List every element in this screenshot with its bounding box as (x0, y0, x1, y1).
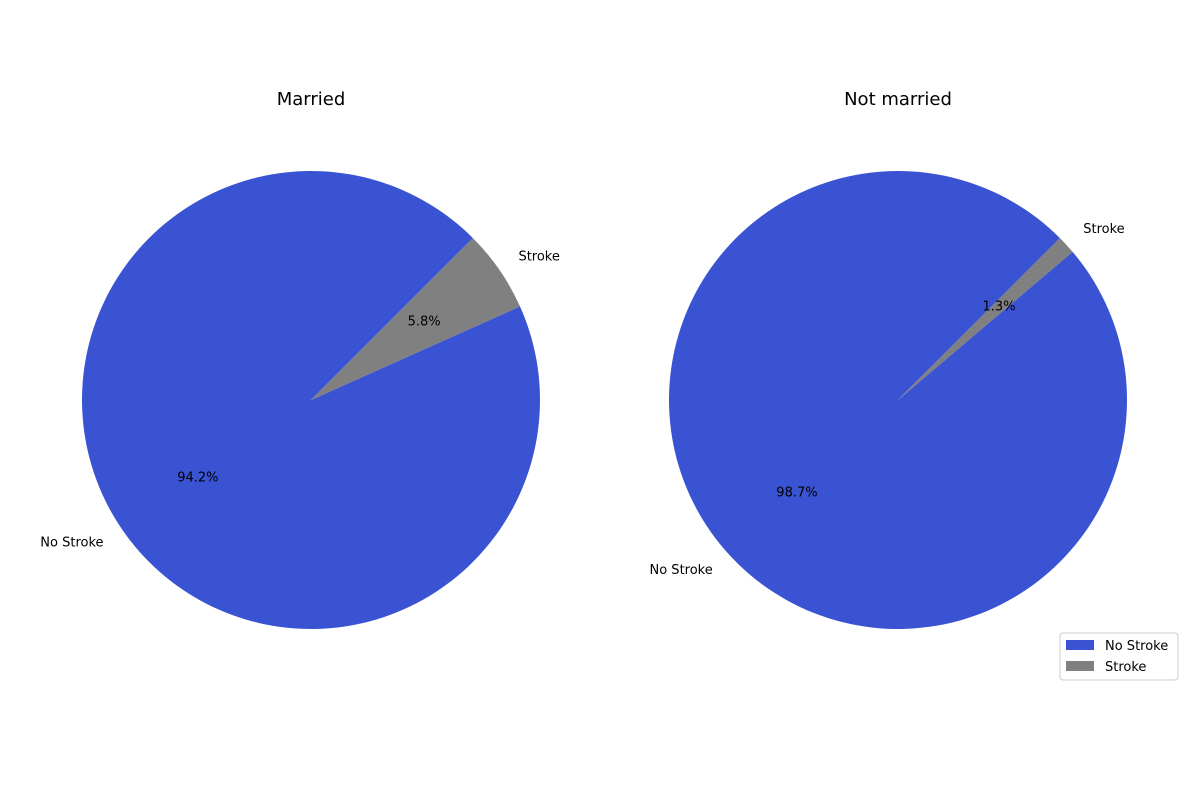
pie-slices (669, 171, 1128, 630)
legend-label-no-stroke: No Stroke (1105, 639, 1168, 654)
legend-swatch-stroke (1066, 661, 1094, 671)
pie-slice-stroke (311, 238, 521, 400)
legend-swatch-no-stroke (1066, 640, 1094, 650)
pie-chart-married: Married No Stroke 94.2% Stroke 5.8% (40, 89, 560, 629)
percent-label-stroke: 1.3% (983, 299, 1016, 314)
percent-label-no-stroke: 94.2% (177, 470, 218, 485)
pie-slices (81, 170, 540, 629)
pie-labels: No Stroke 98.7% Stroke 1.3% (650, 222, 1125, 578)
slice-label-stroke: Stroke (1083, 222, 1124, 237)
percent-label-stroke: 5.8% (408, 315, 441, 330)
legend-label-stroke: Stroke (1105, 660, 1146, 675)
chart-title: Not married (844, 89, 952, 110)
pie-labels: No Stroke 94.2% Stroke 5.8% (40, 250, 560, 551)
slice-label-no-stroke: No Stroke (650, 563, 713, 578)
pie-slice-stroke (898, 238, 1073, 400)
slice-label-no-stroke: No Stroke (40, 535, 103, 550)
slice-label-stroke: Stroke (518, 250, 559, 265)
percent-label-no-stroke: 98.7% (776, 486, 817, 501)
pie-slice-no-stroke (669, 171, 1128, 630)
pie-chart-not-married: Not married No Stroke 98.7% Stroke 1.3% (650, 89, 1128, 630)
chart-title: Married (277, 89, 346, 110)
pie-slice-no-stroke (81, 170, 540, 629)
legend: No Stroke Stroke (1059, 632, 1179, 681)
